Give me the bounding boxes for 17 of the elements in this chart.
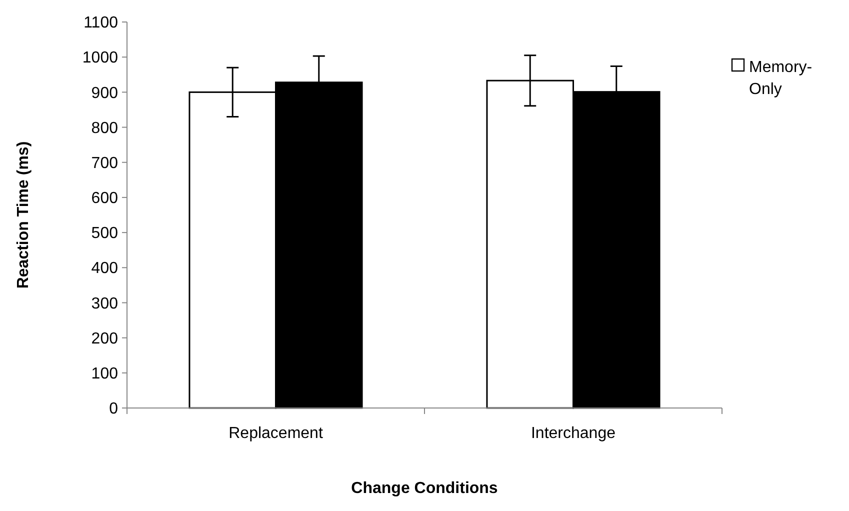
legend-label: Memory-Only bbox=[749, 59, 812, 98]
y-tick-label: 500 bbox=[91, 225, 118, 242]
y-tick-label: 200 bbox=[91, 330, 118, 348]
x-tick-label: Interchange bbox=[530, 425, 616, 442]
y-tick-label: 300 bbox=[91, 295, 118, 312]
y-tick-label: 100 bbox=[91, 366, 118, 383]
y-tick-label: 1100 bbox=[84, 14, 118, 32]
y-tick-label: 800 bbox=[91, 120, 118, 137]
y-tick-label: 700 bbox=[91, 154, 118, 172]
y-tick-label: 600 bbox=[91, 190, 118, 208]
x-tick-label: Replacement bbox=[228, 425, 324, 442]
y-tick-label: 900 bbox=[91, 84, 118, 102]
y-tick-label: 1000 bbox=[82, 50, 118, 67]
y-axis-title: Reaction Time (ms) bbox=[15, 141, 32, 289]
y-tick-label: 400 bbox=[91, 260, 118, 278]
x-axis-title: Change Conditions bbox=[351, 480, 498, 497]
y-tick-label: 0 bbox=[109, 400, 118, 418]
